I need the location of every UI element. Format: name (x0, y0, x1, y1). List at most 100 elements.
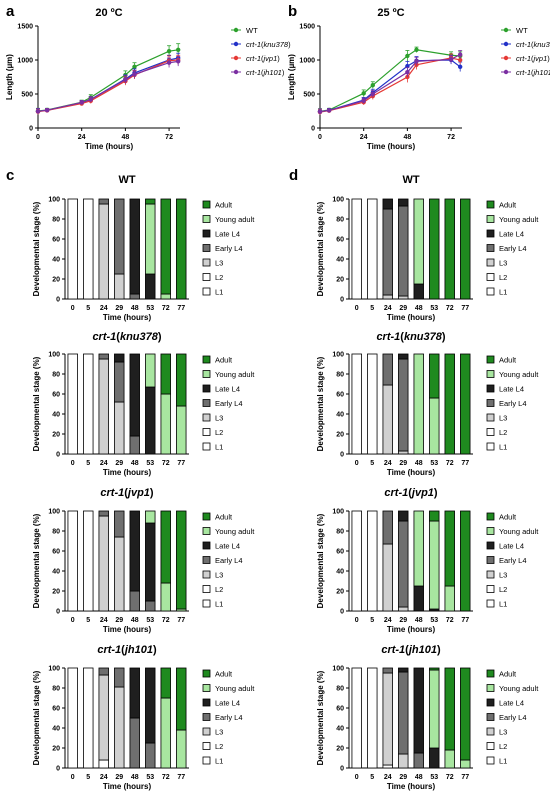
growth-chart-a: a 20 ºC 0 500 1000 1500 0 24 48 72 Time (hours) Len… (5, 3, 291, 151)
panel-label-c: c (6, 167, 14, 184)
legend-swatch (486, 742, 495, 750)
data-point (175, 47, 181, 52)
y-tick-label: 0 (29, 126, 33, 133)
legend-label: Late L4 (499, 699, 524, 708)
stage-chart-title: crt-1(knu378) (376, 331, 445, 343)
legend-label: Early L4 (215, 399, 243, 408)
x-tick-label: 72 (446, 460, 454, 467)
y-tick-label: 100 (332, 352, 344, 359)
x-tick-label: 29 (399, 774, 407, 781)
bar-segment-young-adult (145, 203, 156, 275)
y-axis-title: Developmental stage (%) (316, 356, 325, 451)
bar-segment-young-adult (460, 759, 471, 769)
legend-swatch (202, 384, 211, 393)
legend-swatch (486, 244, 495, 252)
legend-label: L3 (215, 571, 223, 580)
x-tick-label: 77 (177, 617, 185, 624)
data-point (457, 57, 463, 63)
bar-segment-l1 (67, 667, 78, 769)
bar-segment-adult (460, 510, 471, 612)
stage-chart-title: crt-1(knu378) (92, 331, 161, 343)
bar-segment-adult (444, 198, 455, 300)
x-tick-label: 53 (146, 617, 154, 624)
bar-segment-young-adult (176, 405, 187, 455)
data-point (448, 57, 454, 62)
y-tick-label: 20 (52, 589, 60, 596)
x-tick-label: 77 (461, 305, 469, 312)
y-axis-title: Length (µm) (5, 54, 14, 100)
x-tick-label: 5 (370, 617, 374, 624)
x-axis-title: Time (hours) (387, 313, 436, 322)
x-tick-label: 72 (447, 134, 455, 141)
data-point (370, 82, 375, 88)
y-tick-label: 0 (56, 766, 60, 773)
legend-marker (503, 27, 509, 33)
series-line-wt (319, 49, 461, 112)
x-tick-label: 53 (430, 617, 438, 624)
legend-label: crt-1(knu378) (246, 40, 291, 49)
y-tick-label: 80 (336, 686, 344, 693)
legend-label: L2 (499, 273, 507, 282)
bar-segment-young-adult (413, 353, 424, 455)
series-line-jh101 (37, 60, 179, 112)
series-line-wt (37, 49, 179, 112)
legend-label: L3 (215, 414, 223, 423)
y-tick-label: 100 (332, 666, 344, 673)
bar-segment-adult (444, 353, 455, 455)
y-tick-label: 80 (52, 372, 60, 379)
bar-segment-adult (145, 198, 156, 205)
stage-chart-d-2: crt-1(knu378) 0 20 40 60 80 100 Developmental s… (316, 331, 539, 477)
legend-label: WT (516, 26, 528, 35)
stage-chart-c-2: crt-1(knu378) 0 20 40 60 80 100 Developmental s… (32, 331, 255, 477)
x-tick-label: 0 (318, 134, 322, 141)
bar-segment-late-l4 (129, 353, 140, 437)
legend-swatch (202, 684, 211, 692)
y-tick-label: 0 (340, 452, 344, 459)
x-tick-label: 72 (162, 617, 170, 624)
bar-segment-late-l4 (413, 585, 424, 612)
legend-swatch (486, 684, 495, 692)
legend-swatch (202, 698, 211, 707)
bar-segment-early-l4 (382, 667, 393, 674)
x-tick-label: 53 (430, 305, 438, 312)
legend-label: Young adult (499, 370, 539, 379)
growth-chart-b: b 25 ºC 0 500 1000 1500 0 24 48 72 Time (hours) Len… (287, 3, 550, 151)
data-point (457, 52, 463, 57)
data-point (132, 72, 137, 77)
bar-segment-l1 (367, 353, 378, 455)
bar-segment-early-l4 (382, 353, 393, 386)
bar-segment-l3 (98, 358, 109, 455)
bar-segment-adult (429, 510, 440, 522)
x-tick-label: 77 (177, 460, 185, 467)
bar-segment-adult (460, 667, 471, 761)
stage-chart-c-3: crt-1(jvp1) 0 20 40 60 80 100 Developmental sta… (32, 487, 255, 634)
x-tick-label: 24 (384, 774, 392, 781)
y-tick-label: 40 (336, 257, 344, 264)
legend-marker (503, 41, 509, 47)
data-point (414, 47, 419, 52)
bar-segment-early-l4 (114, 510, 125, 538)
x-axis-title: Time (hours) (387, 625, 436, 634)
x-tick-label: 24 (384, 460, 392, 467)
y-tick-label: 0 (340, 609, 344, 616)
legend-swatch (202, 669, 211, 678)
x-axis-title: Time (hours) (367, 142, 416, 151)
data-point (175, 59, 181, 64)
stage-chart-c-1: WT 0 20 40 60 80 100 Developmental stage (%) 0 5 2… (32, 174, 255, 322)
stage-chart-d-4: crt-1(jh101) 0 20 40 60 80 100 Developmental st… (316, 644, 539, 791)
x-tick-label: 53 (146, 774, 154, 781)
x-tick-label: 0 (71, 774, 75, 781)
x-tick-label: 48 (415, 617, 423, 624)
legend-swatch (486, 698, 495, 707)
bar-segment-early-l4 (382, 208, 393, 296)
legend-swatch (202, 273, 211, 281)
data-point (166, 48, 172, 54)
bar-segment-late-l4 (145, 273, 156, 300)
x-tick-label: 77 (177, 305, 185, 312)
legend-label: L3 (499, 728, 507, 737)
x-tick-label: 24 (384, 617, 392, 624)
legend-swatch (486, 413, 495, 422)
bar-segment-l3 (114, 401, 125, 455)
y-tick-label: 60 (52, 706, 60, 713)
panel-label-b: b (288, 3, 297, 20)
